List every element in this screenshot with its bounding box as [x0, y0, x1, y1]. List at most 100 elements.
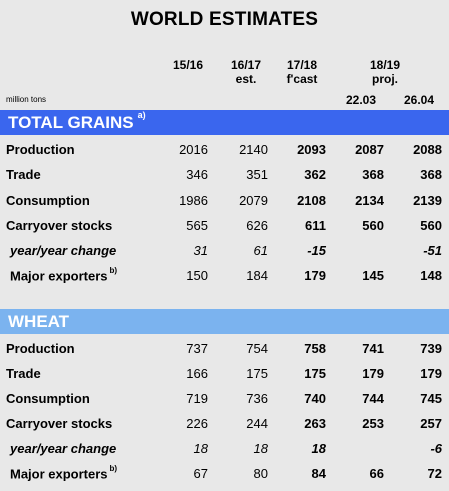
cell-value: 67	[193, 466, 208, 481]
cell-value: 145	[362, 268, 384, 283]
table-row: Trade 346 351 362 368 368	[0, 164, 449, 186]
cell-value: 72	[427, 466, 442, 481]
cell-value: 741	[362, 341, 384, 356]
footnote-marker: a)	[137, 110, 146, 121]
cell-value: 61	[253, 243, 268, 258]
table-row: Trade 166 175 175 179 179	[0, 363, 449, 385]
cell-value: 565	[186, 218, 208, 233]
row-label: year/year change	[10, 441, 117, 456]
cell-value: 18	[311, 441, 326, 456]
cell-value: 346	[186, 167, 208, 182]
table-row: Consumption 719 736 740 744 745	[0, 388, 449, 410]
cell-value: 2139	[413, 193, 442, 208]
table-row: year/year change 18 18 18 -6	[0, 438, 449, 460]
row-label: Production	[6, 341, 75, 356]
table-row: Major exporters b) 150 184 179 145 148	[0, 265, 449, 287]
cell-value: 737	[186, 341, 208, 356]
cell-value: 253	[362, 416, 384, 431]
table-row: Production 737 754 758 741 739	[0, 338, 449, 360]
cell-value: 2093	[297, 142, 326, 157]
cell-value: 736	[246, 391, 268, 406]
row-label: Consumption	[6, 193, 90, 208]
col-header-18-19-year: 18/19	[369, 58, 401, 72]
cell-value: 150	[186, 268, 208, 283]
cell-value: 560	[362, 218, 384, 233]
cell-value: 626	[246, 218, 268, 233]
page-title: WORLD ESTIMATES	[130, 9, 319, 30]
row-label: Consumption	[6, 391, 90, 406]
cell-value: 166	[186, 366, 208, 381]
cell-value: -15	[307, 243, 326, 258]
cell-value: 1986	[179, 193, 208, 208]
section-title: TOTAL GRAINS a)	[8, 110, 146, 133]
col-header-15-16-year: 15/16	[172, 58, 204, 72]
cell-value: 739	[420, 341, 442, 356]
col-header-date-1: 22.03	[345, 93, 377, 107]
footnote-marker: b)	[109, 266, 118, 275]
cell-value: 18	[253, 441, 268, 456]
section-title-text: TOTAL GRAINS	[8, 113, 134, 132]
cell-value: 744	[362, 391, 384, 406]
table-row: Carryover stocks 226 244 263 253 257	[0, 413, 449, 435]
cell-value: 263	[304, 416, 326, 431]
table-row: Major exporters b) 67 80 84 66 72	[0, 463, 449, 485]
cell-value: 368	[420, 167, 442, 182]
units-label: million tons	[6, 95, 47, 104]
cell-value: 560	[420, 218, 442, 233]
col-header-date-2: 26.04	[403, 93, 435, 107]
row-label: Carryover stocks	[6, 218, 113, 233]
row-label: Production	[6, 142, 75, 157]
cell-value: -51	[423, 243, 442, 258]
cell-value: 719	[186, 391, 208, 406]
col-header-17-18-year: 17/18	[286, 58, 318, 72]
cell-value: 244	[246, 416, 268, 431]
cell-value: 745	[420, 391, 442, 406]
row-label: Major exporters b)	[10, 266, 118, 284]
cell-value: 351	[246, 167, 268, 182]
table-row: Carryover stocks 565 626 611 560 560	[0, 215, 449, 237]
cell-value: 2134	[355, 193, 384, 208]
cell-value: 758	[304, 341, 326, 356]
cell-value: 80	[253, 466, 268, 481]
cell-value: 179	[304, 268, 326, 283]
cell-value: 31	[193, 243, 208, 258]
section-header-total-grains: TOTAL GRAINS a)	[0, 110, 449, 135]
cell-value: 175	[246, 366, 268, 381]
cell-value: 2140	[239, 142, 268, 157]
table-row: Consumption 1986 2079 2108 2134 2139	[0, 190, 449, 212]
section-title: WHEAT	[8, 312, 70, 331]
col-header-16-17: 16/17 est.	[221, 58, 271, 86]
col-header-16-17-sub: est.	[235, 72, 257, 86]
footnote-marker: b)	[109, 464, 118, 473]
col-header-18-19: 18/19 proj.	[355, 58, 415, 86]
row-label-text: Major exporters	[10, 466, 108, 482]
table-row: Production 2016 2140 2093 2087 2088	[0, 139, 449, 161]
cell-value: 2108	[297, 193, 326, 208]
row-label: Trade	[6, 366, 41, 381]
cell-value: 754	[246, 341, 268, 356]
cell-value: 175	[304, 366, 326, 381]
cell-value: 179	[420, 366, 442, 381]
cell-value: 226	[186, 416, 208, 431]
cell-value: 148	[420, 268, 442, 283]
section-header-wheat: WHEAT	[0, 309, 449, 334]
cell-value: 2087	[355, 142, 384, 157]
cell-value: 611	[305, 218, 326, 233]
col-header-16-17-year: 16/17	[230, 58, 262, 72]
cell-value: 362	[304, 167, 326, 182]
cell-value: -6	[430, 441, 442, 456]
cell-value: 184	[246, 268, 268, 283]
cell-value: 740	[304, 391, 326, 406]
cell-value: 18	[193, 441, 208, 456]
cell-value: 2079	[239, 193, 268, 208]
cell-value: 2088	[413, 142, 442, 157]
row-label: Major exporters b)	[10, 464, 118, 482]
row-label: Trade	[6, 167, 41, 182]
col-header-17-18-sub: f'cast	[286, 72, 318, 86]
col-header-15-16: 15/16	[163, 58, 213, 72]
cell-value: 257	[420, 416, 442, 431]
row-label: year/year change	[10, 243, 117, 258]
cell-value: 179	[362, 366, 384, 381]
row-label-text: Major exporters	[10, 268, 108, 284]
cell-value: 66	[369, 466, 384, 481]
